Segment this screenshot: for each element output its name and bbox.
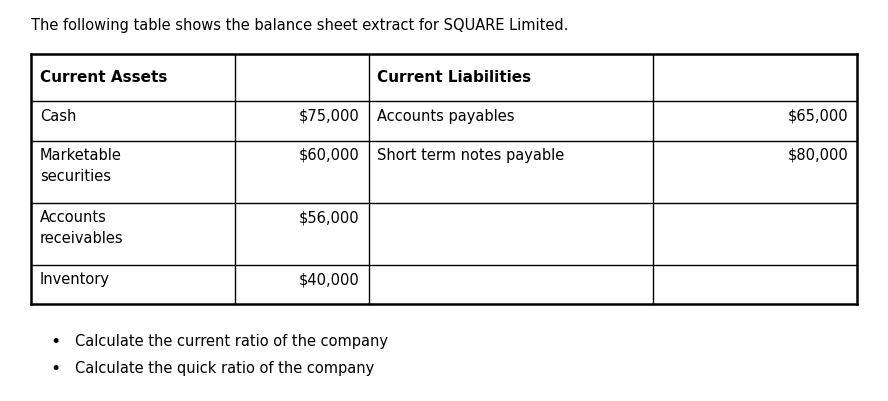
Bar xyxy=(235,54,369,101)
Bar xyxy=(235,203,369,265)
Bar xyxy=(369,141,653,203)
Bar xyxy=(369,265,653,304)
Text: Current Assets: Current Assets xyxy=(40,70,167,85)
Bar xyxy=(235,141,369,203)
Bar xyxy=(369,54,653,101)
Bar xyxy=(653,265,857,304)
Bar xyxy=(653,141,857,203)
Text: $75,000: $75,000 xyxy=(299,109,360,124)
Text: Current Liabilities: Current Liabilities xyxy=(377,70,532,85)
Text: $65,000: $65,000 xyxy=(788,109,848,124)
Bar xyxy=(235,101,369,141)
Bar xyxy=(235,265,369,304)
Bar xyxy=(31,101,235,141)
Bar xyxy=(31,203,235,265)
Bar xyxy=(653,203,857,265)
Text: Calculate the quick ratio of the company: Calculate the quick ratio of the company xyxy=(75,361,375,377)
Bar xyxy=(369,203,653,265)
Bar xyxy=(653,101,857,141)
Bar xyxy=(653,54,857,101)
Text: $40,000: $40,000 xyxy=(299,272,360,287)
Text: $80,000: $80,000 xyxy=(788,148,848,163)
Bar xyxy=(31,265,235,304)
Text: Accounts payables: Accounts payables xyxy=(377,109,515,124)
Text: $60,000: $60,000 xyxy=(299,148,360,163)
Text: $56,000: $56,000 xyxy=(299,210,360,225)
Bar xyxy=(369,101,653,141)
Text: Accounts
receivables: Accounts receivables xyxy=(40,210,123,246)
Text: Calculate the current ratio of the company: Calculate the current ratio of the compa… xyxy=(75,334,388,349)
Text: •: • xyxy=(50,360,60,378)
Text: Cash: Cash xyxy=(40,109,76,124)
Text: Marketable
securities: Marketable securities xyxy=(40,148,122,184)
Bar xyxy=(31,54,235,101)
Text: The following table shows the balance sheet extract for SQUARE Limited.: The following table shows the balance sh… xyxy=(31,18,568,33)
Text: •: • xyxy=(50,333,60,350)
Bar xyxy=(31,141,235,203)
Text: Inventory: Inventory xyxy=(40,272,110,287)
Text: Short term notes payable: Short term notes payable xyxy=(377,148,565,163)
